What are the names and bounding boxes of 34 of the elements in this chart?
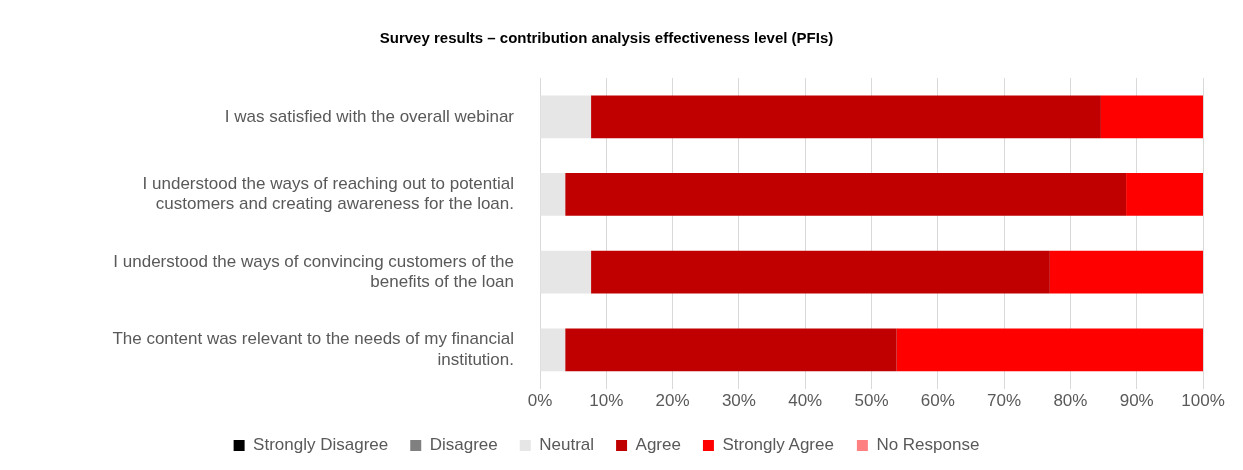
bar xyxy=(591,250,1050,294)
x-tick-label: 70% xyxy=(987,391,1022,411)
x-tick-label: 80% xyxy=(1053,391,1088,411)
x-tick-label: 40% xyxy=(788,391,823,411)
legend-label: Strongly Agree xyxy=(722,435,834,455)
x-tick-label: 60% xyxy=(920,391,955,411)
x-tick-label: 50% xyxy=(854,391,889,411)
bar xyxy=(540,328,566,372)
legend-label: Agree xyxy=(635,435,681,455)
bar xyxy=(1126,173,1203,216)
x-tick-label: 90% xyxy=(1119,391,1154,411)
bar xyxy=(896,328,1203,372)
chart-title: Survey results – contribution analysis effectiveness level (PFIs) xyxy=(379,29,834,47)
x-tick-label: 0% xyxy=(527,391,553,411)
bar xyxy=(540,173,566,216)
bar xyxy=(1100,95,1203,139)
bar xyxy=(565,173,1127,216)
x-tick-label: 10% xyxy=(589,391,624,411)
bar xyxy=(540,250,592,294)
bar xyxy=(565,328,897,372)
bar xyxy=(1049,250,1203,294)
legend-label: Neutral xyxy=(539,435,595,455)
bar xyxy=(591,95,1101,139)
legend-label: No Response xyxy=(876,435,980,455)
x-tick-label: 30% xyxy=(721,391,756,411)
y-tick-label: I was satisfied with the overall webinar xyxy=(224,106,515,126)
y-tick-label: I understood the ways of convincing customers of the benefits of the loan xyxy=(113,251,514,292)
x-tick-label: 100% xyxy=(1181,391,1225,411)
legend-label: Strongly Disagree xyxy=(253,435,389,455)
legend-label: Disagree xyxy=(429,435,498,455)
x-tick-label: 20% xyxy=(655,391,690,411)
y-tick-label: The content was relevant to the needs of my financial institution. xyxy=(112,329,514,369)
y-tick-label: I understood the ways of reaching out to potential customers and creating awareness for the loan. xyxy=(142,173,514,214)
bar xyxy=(540,95,592,139)
